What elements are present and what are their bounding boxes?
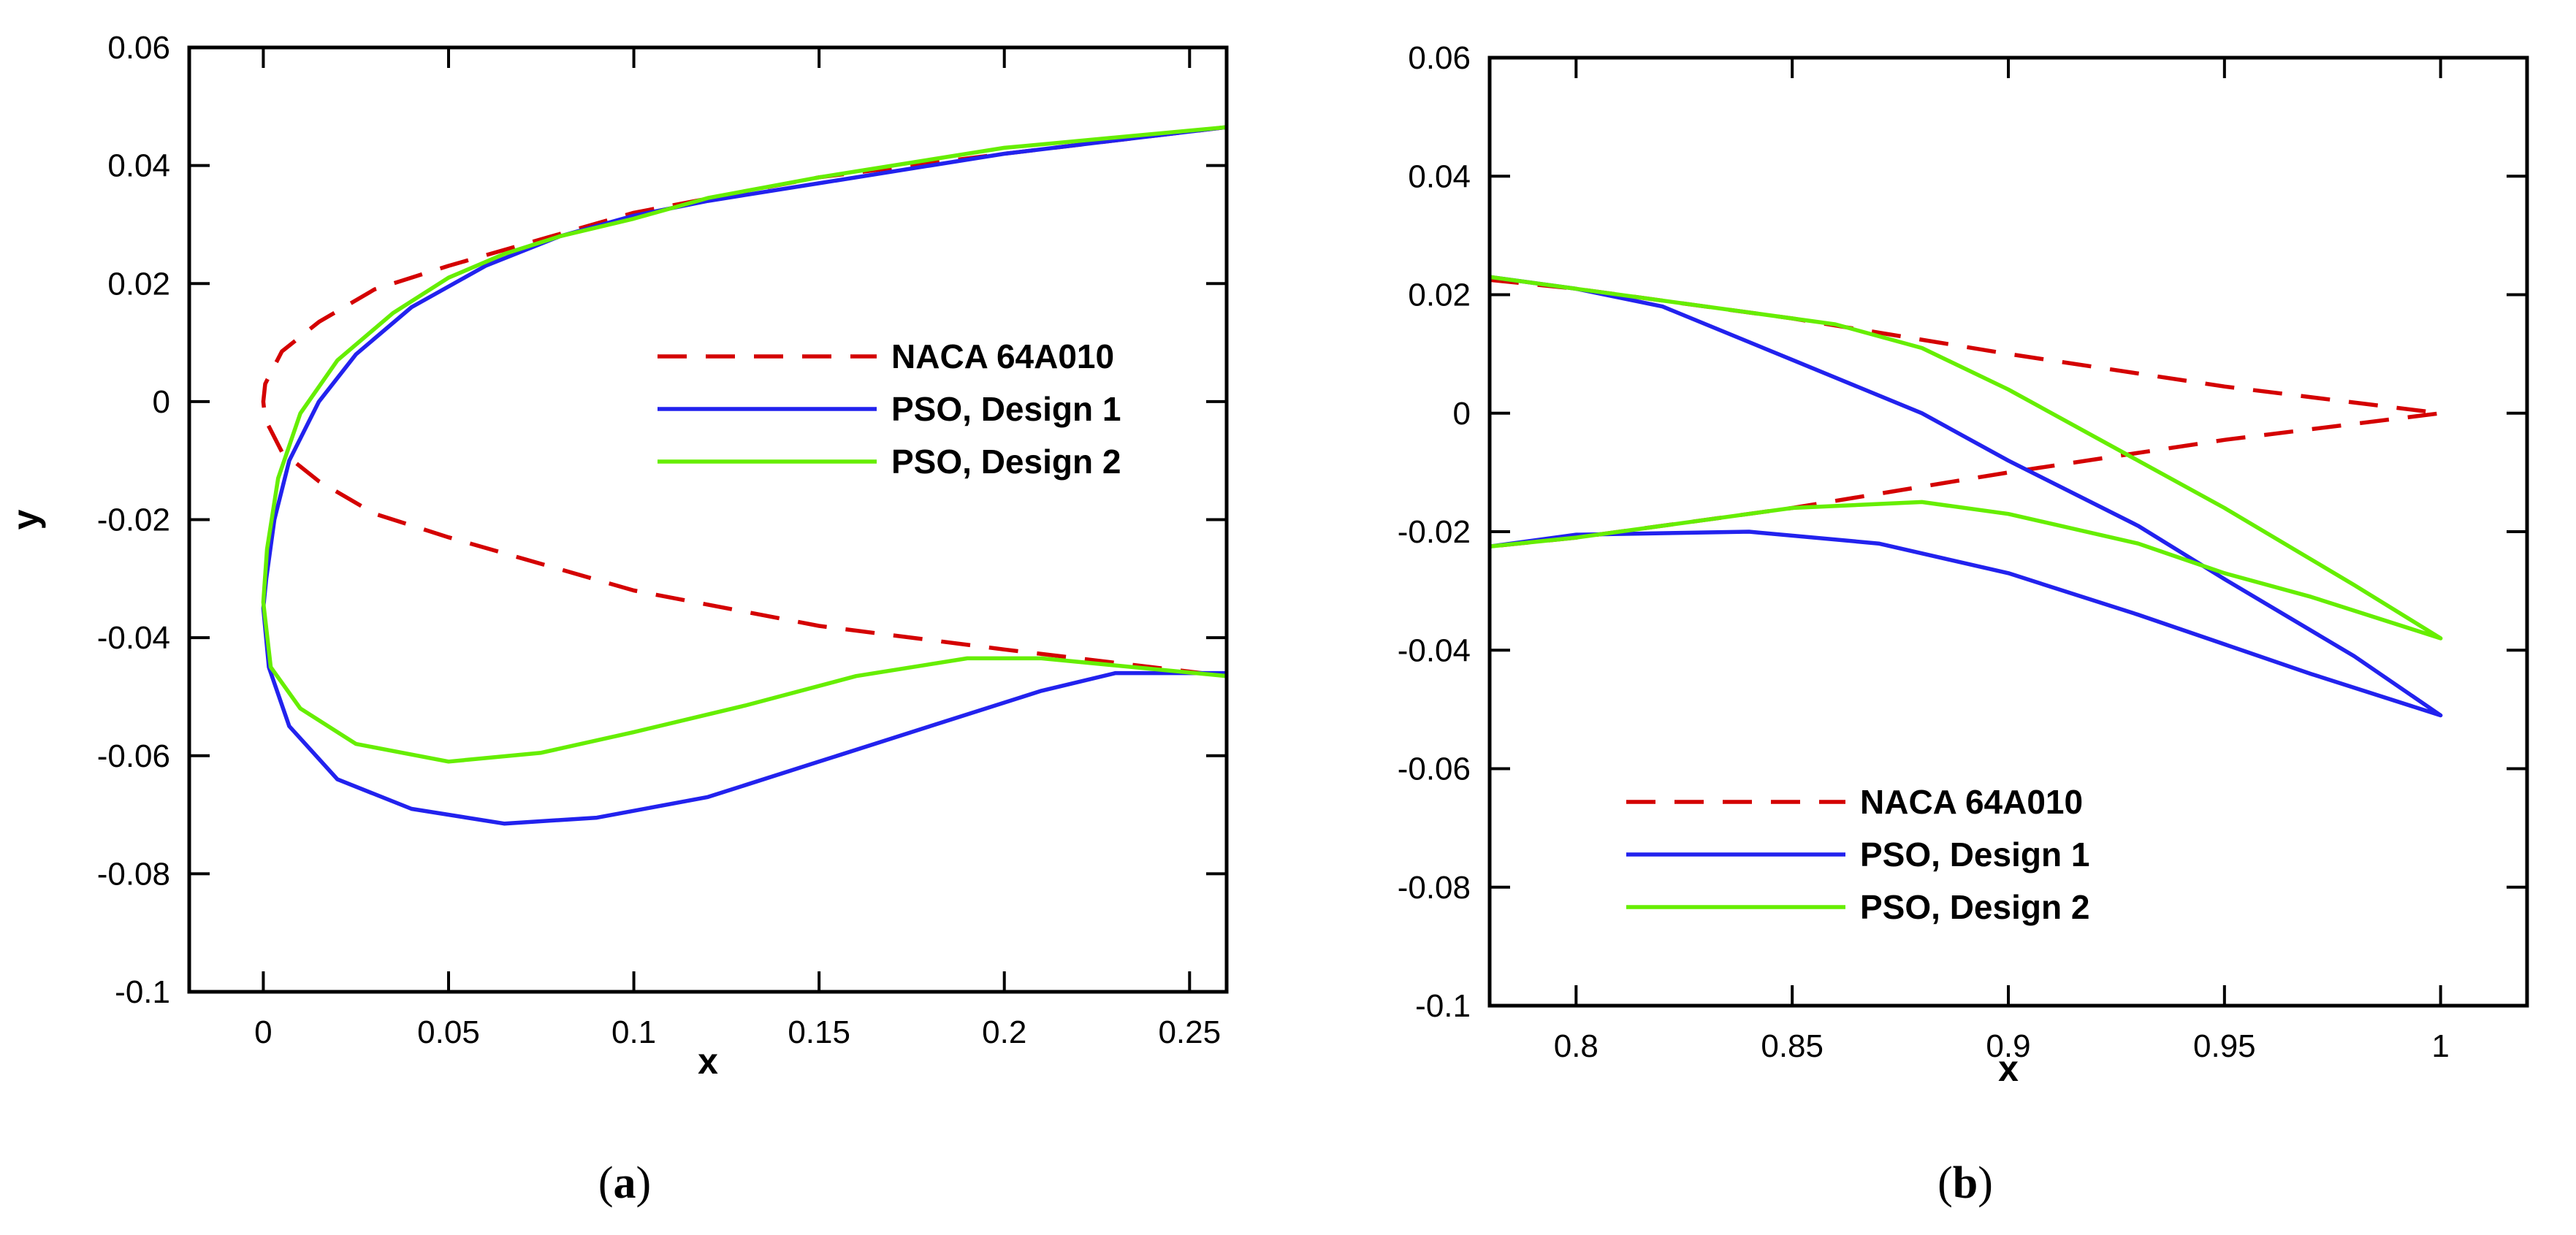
chart-b-legend-label-1: NACA 64A010 (1860, 783, 2083, 821)
chart-a-x-tick-label-2: 0.1 (611, 1014, 656, 1050)
chart-a-series-line-1 (261, 125, 1227, 678)
chart-a-legend-label-2: PSO, Design 1 (891, 390, 1121, 428)
chart-b-legend-label-3: PSO, Design 2 (1860, 888, 2089, 926)
chart-b-y-tick-label-7: 0.04 (1408, 158, 1471, 194)
chart-b-x-tick-label-4: 1 (2431, 1028, 2449, 1064)
chart-b-x-tick-label-3: 0.95 (2193, 1028, 2256, 1064)
chart-b-legend-label-2: PSO, Design 1 (1860, 836, 2089, 873)
chart-a-y-tick-label-5: 0 (153, 384, 170, 420)
chart-b-series-line-2 (1490, 275, 2443, 718)
chart-b-y-tick-label-5: 0 (1453, 396, 1471, 432)
chart-a-x-tick-label-1: 0.05 (417, 1014, 480, 1050)
chart-a-y-axis-title: y (5, 509, 46, 529)
chart-b-y-tick-label-1: -0.08 (1398, 870, 1471, 906)
chart-b-x-tick-label-0: 0.8 (1554, 1028, 1598, 1064)
chart-a: 0 0.05 0.1 0.15 0.2 0.25 -0.1 -0.08 -0.06 -0.04 -0… (5, 30, 1229, 1208)
chart-b-series-line-3 (1490, 275, 2443, 641)
chart-a-x-tick-label-3: 0.15 (788, 1014, 850, 1050)
chart-a-y-tick-label-4: -0.02 (97, 502, 170, 538)
chart-a-y-tick-label-3: -0.04 (97, 620, 170, 656)
chart-b-panel-label: (b) (1937, 1158, 1993, 1208)
chart-a-x-tick-label-0: 0 (254, 1014, 272, 1050)
chart-b-y-tick-label-8: 0.06 (1408, 40, 1471, 76)
chart-a-series-group (261, 125, 1227, 826)
chart-a-y-tick-label-7: 0.04 (107, 148, 170, 184)
chart-a-y-tick-label-1: -0.08 (97, 856, 170, 892)
chart-a-legend-label-3: PSO, Design 2 (891, 443, 1121, 481)
chart-b-y-tick-label-6: 0.02 (1408, 278, 1471, 313)
chart-b-y-tick-label-2: -0.06 (1398, 752, 1471, 787)
chart-a-panel-label: (a) (598, 1158, 651, 1208)
chart-b-legend: NACA 64A010 PSO, Design 1 PSO, Design 2 (1626, 783, 2089, 926)
chart-b-y-tick-label-0: -0.1 (1415, 988, 1471, 1024)
chart-b-x-tick-label-2: 0.9 (1986, 1028, 2030, 1064)
chart-b: 0.8 0.85 0.9 0.95 1 -0.1 -0.08 -0.06 -0.04 -0.02 0… (1398, 40, 2529, 1208)
chart-a-x-tick-label-4: 0.2 (982, 1014, 1026, 1050)
chart-a-x-tick-label-5: 0.25 (1158, 1014, 1221, 1050)
chart-a-legend-label-1: NACA 64A010 (891, 337, 1114, 375)
chart-b-x-tick-label-1: 0.85 (1761, 1028, 1824, 1064)
chart-a-y-tick-label-0: -0.1 (115, 974, 170, 1010)
chart-a-series-line-3 (261, 125, 1227, 764)
chart-b-series-group (1490, 275, 2443, 718)
chart-a-y-tick-label-2: -0.06 (97, 738, 170, 774)
chart-b-y-tick-label-3: -0.04 (1398, 632, 1471, 668)
chart-a-legend: NACA 64A010 PSO, Design 1 PSO, Design 2 (658, 337, 1121, 481)
chart-b-x-axis-title: x (1998, 1048, 2019, 1089)
chart-a-y-tick-label-6: 0.02 (107, 266, 170, 302)
chart-a-x-axis-title: x (698, 1041, 718, 1082)
chart-a-y-tick-label-8: 0.06 (107, 30, 170, 66)
chart-b-y-tick-label-4: -0.02 (1398, 514, 1471, 550)
